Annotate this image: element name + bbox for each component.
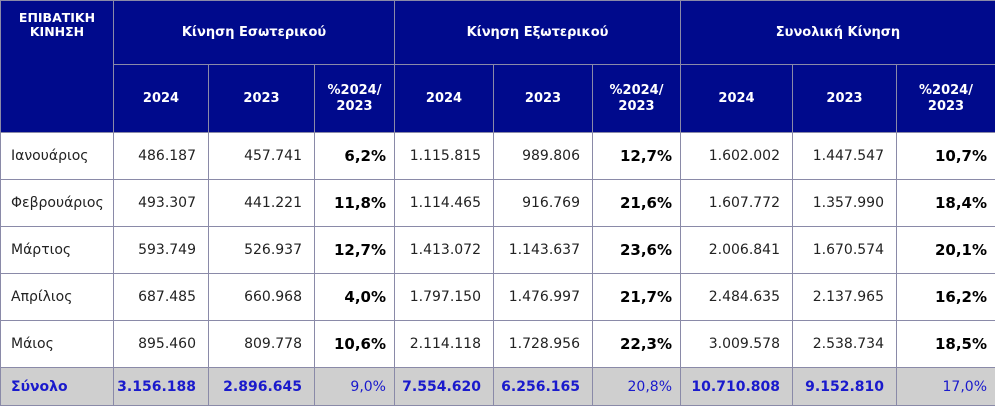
- value-cell: 2.484.635: [680, 273, 793, 321]
- pct-cell: 10,6%: [314, 320, 395, 368]
- value-cell: 1.670.574: [792, 226, 897, 274]
- month-cell: Μάιος: [0, 320, 114, 368]
- total-value-cell: 2.896.645: [208, 367, 315, 406]
- subheader-domestic-pct-change: %2024/2023: [314, 64, 395, 133]
- value-cell: 916.769: [493, 179, 593, 227]
- pct-cell: 12,7%: [592, 132, 681, 180]
- total-pct-cell: 20,8%: [592, 367, 681, 406]
- table-body: Ιανουάριος 486.187 457.741 6,2% 1.115.815 989…: [0, 132, 995, 406]
- value-cell: 687.485: [113, 273, 209, 321]
- subheader-international-pct-change: %2024/2023: [592, 64, 681, 133]
- value-cell: 660.968: [208, 273, 315, 321]
- value-cell: 457.741: [208, 132, 315, 180]
- total-label: Σύνολο: [0, 367, 114, 406]
- pct-cell: 6,2%: [314, 132, 395, 180]
- pct-cell: 4,0%: [314, 273, 395, 321]
- total-value-cell: 10.710.808: [680, 367, 793, 406]
- header-row-years: 2024 2023 %2024/2023 2024 2023 %2024/2023 2024…: [1, 64, 995, 133]
- value-cell: 486.187: [113, 132, 209, 180]
- value-cell: 441.221: [208, 179, 315, 227]
- value-cell: 1.607.772: [680, 179, 793, 227]
- value-cell: 1.413.072: [394, 226, 494, 274]
- subheader-total-year-2024: 2024: [680, 64, 793, 133]
- subheader-domestic-year-2023: 2023: [208, 64, 315, 133]
- value-cell: 1.447.547: [792, 132, 897, 180]
- pct-cell: 20,1%: [896, 226, 995, 274]
- value-cell: 3.009.578: [680, 320, 793, 368]
- header-row-groups: ΕΠΙΒΑΤΙΚΗ ΚΙΝΗΣΗ Κίνηση Εσωτερικού Κίνησ…: [0, 0, 995, 133]
- subheader-total-pct-change: %2024/2023: [896, 64, 995, 133]
- value-cell: 1.476.997: [493, 273, 593, 321]
- pct-cell: 22,3%: [592, 320, 681, 368]
- month-cell: Απρίλιος: [0, 273, 114, 321]
- total-pct-cell: 9,0%: [314, 367, 395, 406]
- value-cell: 593.749: [113, 226, 209, 274]
- subheader-international-year-2024: 2024: [394, 64, 494, 133]
- pct-cell: 21,6%: [592, 179, 681, 227]
- pct-cell: 18,5%: [896, 320, 995, 368]
- month-cell: Μάρτιος: [0, 226, 114, 274]
- subheader-international-year-2023: 2023: [493, 64, 593, 133]
- group-header-international: Κίνηση Εξωτερικού: [394, 0, 681, 65]
- group-header-domestic: Κίνηση Εσωτερικού: [113, 0, 395, 65]
- pct-cell: 12,7%: [314, 226, 395, 274]
- table-row: Απρίλιος 687.485 660.968 4,0% 1.797.150 1.476…: [0, 273, 995, 321]
- total-value-cell: 7.554.620: [394, 367, 494, 406]
- pct-cell: 18,4%: [896, 179, 995, 227]
- table-row: Μάιος 895.460 809.778 10,6% 2.114.118 1.728.9…: [0, 320, 995, 368]
- total-row: Σύνολο 3.156.188 2.896.645 9,0% 7.554.620 6.2…: [0, 367, 995, 406]
- total-value-cell: 9.152.810: [792, 367, 897, 406]
- value-cell: 1.797.150: [394, 273, 494, 321]
- total-value-cell: 3.156.188: [113, 367, 209, 406]
- value-cell: 2.137.965: [792, 273, 897, 321]
- table-row: Μάρτιος 593.749 526.937 12,7% 1.413.072 1.143…: [0, 226, 995, 274]
- value-cell: 989.806: [493, 132, 593, 180]
- pct-cell: 11,8%: [314, 179, 395, 227]
- subheader-domestic-year-2024: 2024: [113, 64, 209, 133]
- subheader-total-year-2023: 2023: [792, 64, 897, 133]
- value-cell: 526.937: [208, 226, 315, 274]
- value-cell: 1.357.990: [792, 179, 897, 227]
- value-cell: 1.114.465: [394, 179, 494, 227]
- group-header-total: Συνολική Κίνηση: [680, 0, 995, 65]
- total-value-cell: 6.256.165: [493, 367, 593, 406]
- value-cell: 1.115.815: [394, 132, 494, 180]
- value-cell: 2.538.734: [792, 320, 897, 368]
- value-cell: 2.006.841: [680, 226, 793, 274]
- pct-cell: 10,7%: [896, 132, 995, 180]
- value-cell: 2.114.118: [394, 320, 494, 368]
- pct-cell: 16,2%: [896, 273, 995, 321]
- value-cell: 1.728.956: [493, 320, 593, 368]
- table-row: Φεβρουάριος 493.307 441.221 11,8% 1.114.465 9…: [0, 179, 995, 227]
- pct-cell: 21,7%: [592, 273, 681, 321]
- value-cell: 809.778: [208, 320, 315, 368]
- pct-cell: 23,6%: [592, 226, 681, 274]
- table-row: Ιανουάριος 486.187 457.741 6,2% 1.115.815 989…: [0, 132, 995, 180]
- value-cell: 1.143.637: [493, 226, 593, 274]
- month-cell: Ιανουάριος: [0, 132, 114, 180]
- corner-header: ΕΠΙΒΑΤΙΚΗ ΚΙΝΗΣΗ: [0, 0, 114, 133]
- total-pct-cell: 17,0%: [896, 367, 995, 406]
- month-cell: Φεβρουάριος: [0, 179, 114, 227]
- value-cell: 1.602.002: [680, 132, 793, 180]
- value-cell: 493.307: [113, 179, 209, 227]
- value-cell: 895.460: [113, 320, 209, 368]
